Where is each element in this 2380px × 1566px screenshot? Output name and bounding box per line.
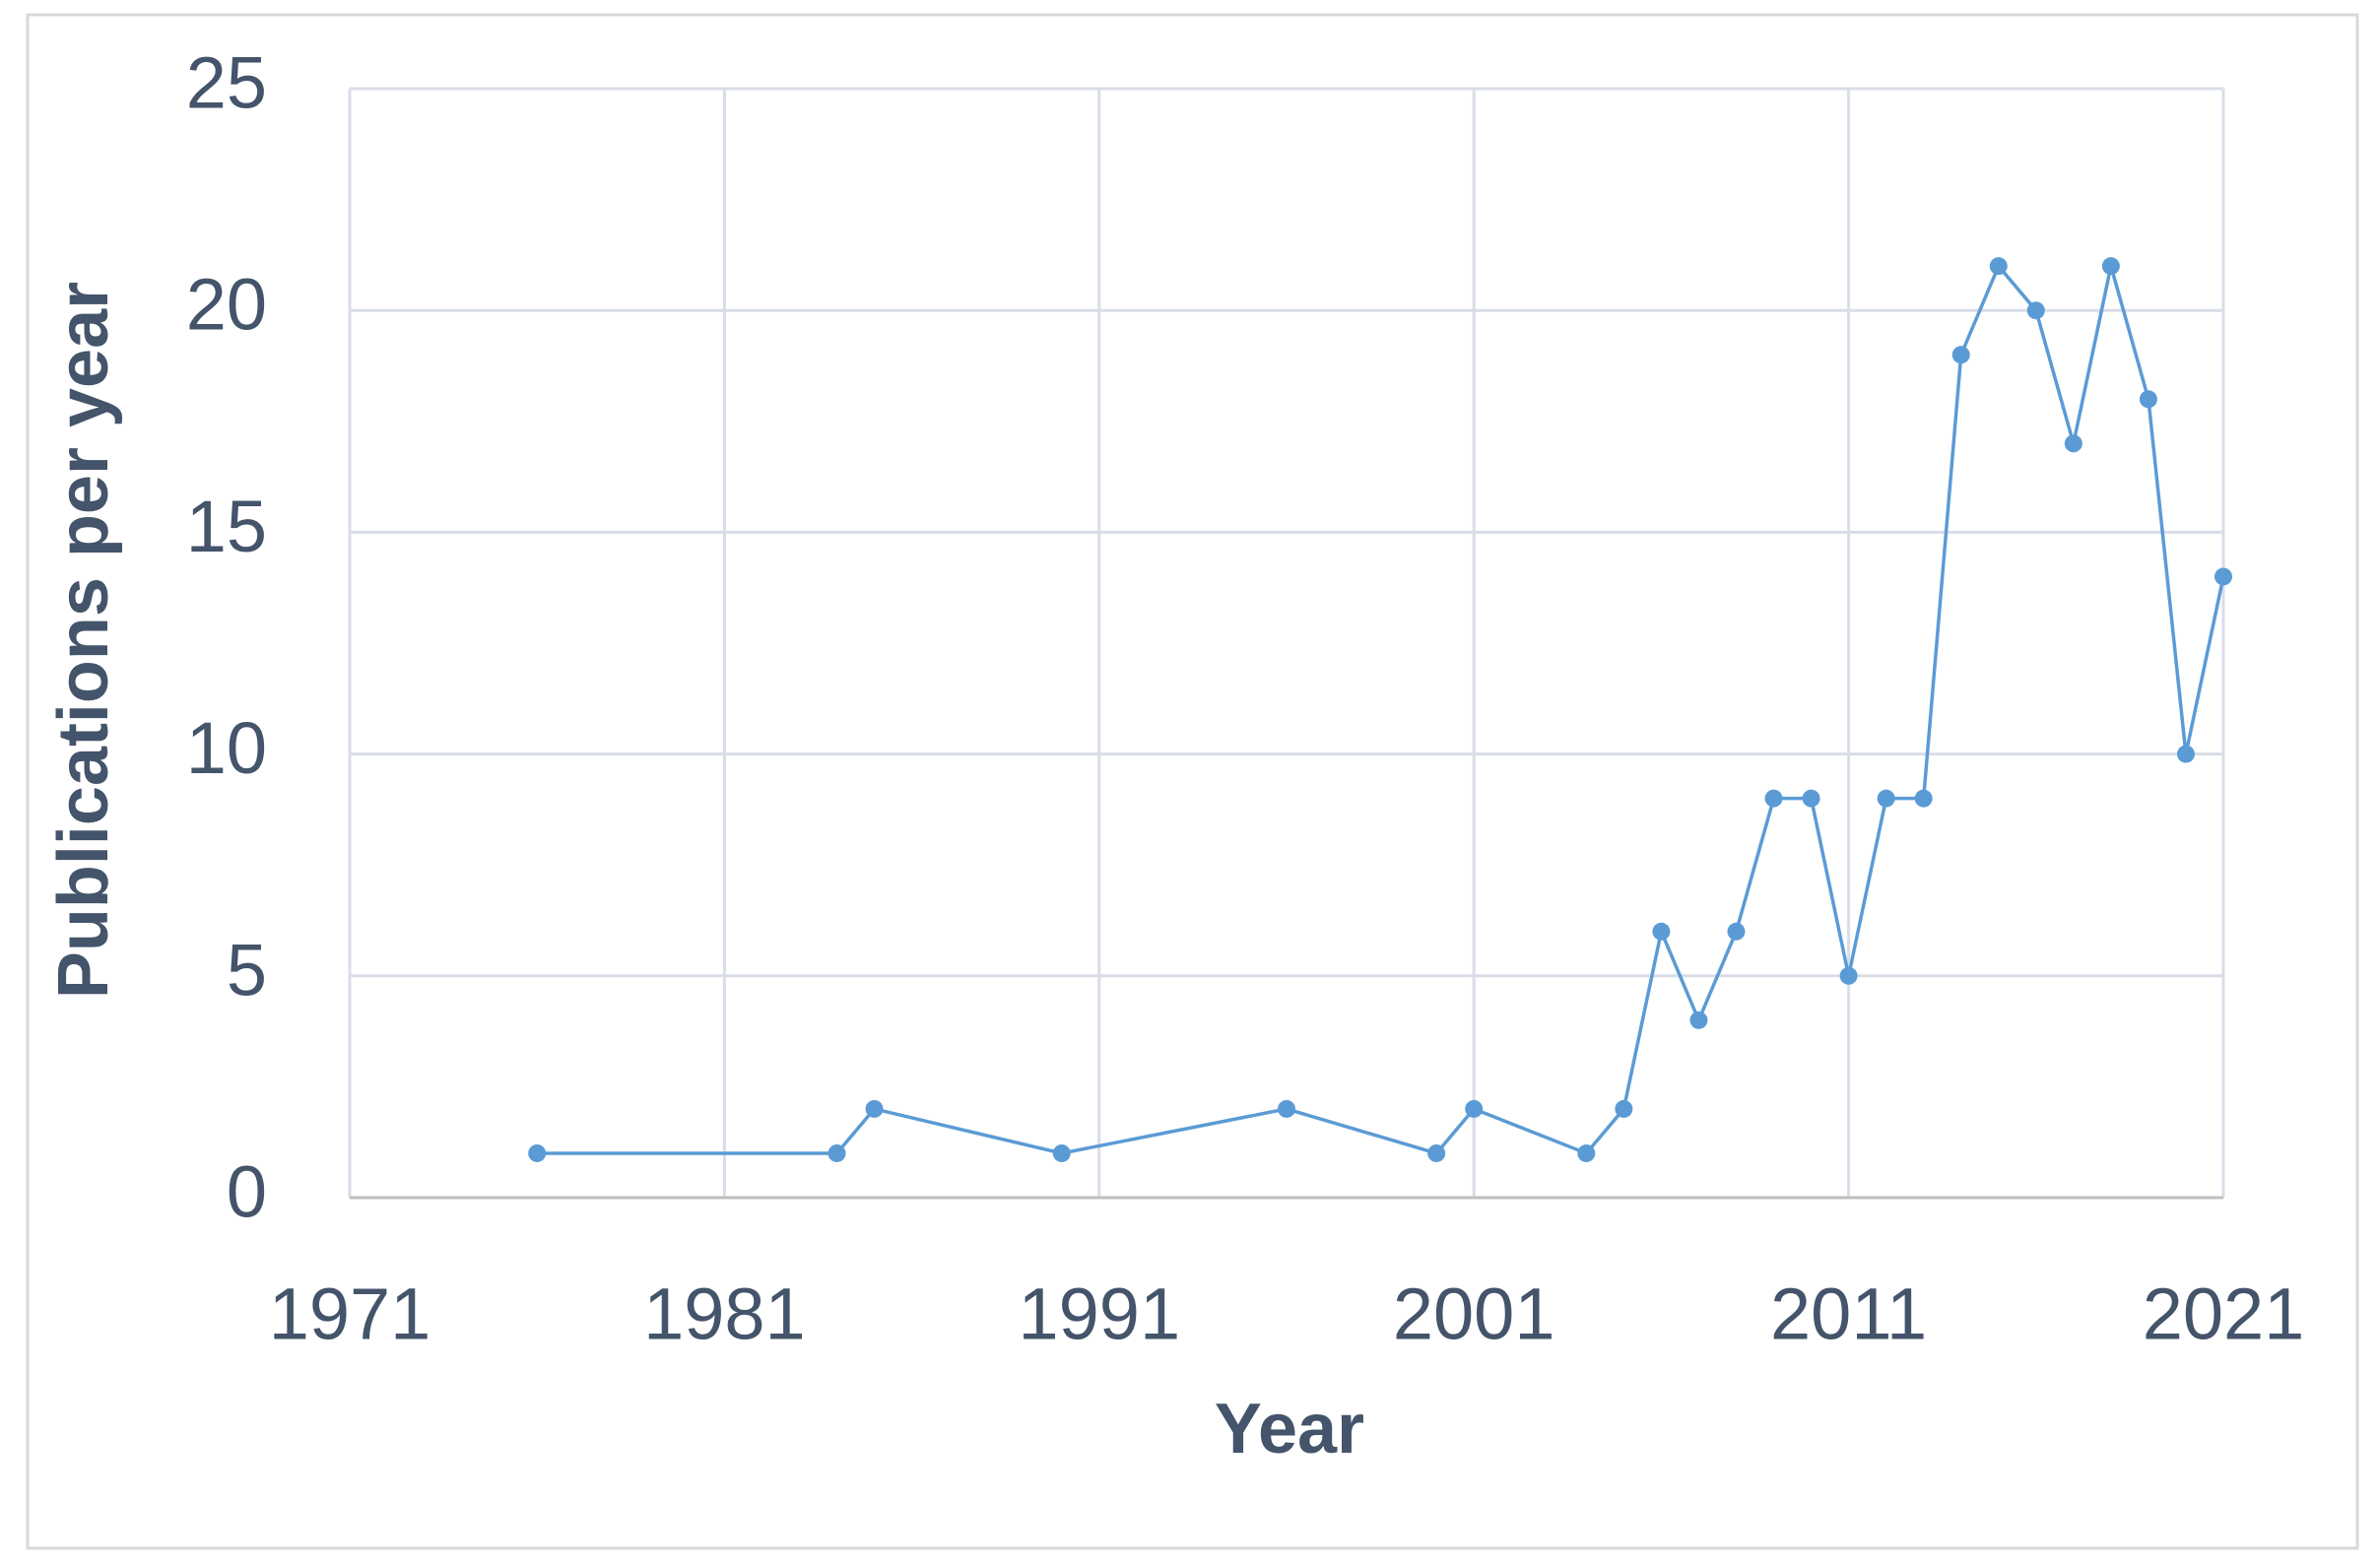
data-point bbox=[1577, 1143, 1596, 1162]
y-tick-label: 0 bbox=[227, 1151, 267, 1233]
data-point bbox=[2064, 434, 2082, 453]
x-tick-label: 1971 bbox=[269, 1273, 431, 1355]
x-tick-label: 2021 bbox=[2143, 1273, 2305, 1355]
data-point bbox=[2026, 301, 2045, 320]
data-point bbox=[1615, 1099, 1633, 1118]
data-point bbox=[1989, 257, 2008, 276]
data-point bbox=[2139, 390, 2157, 409]
x-tick-label: 2001 bbox=[1393, 1273, 1555, 1355]
y-tick-label: 25 bbox=[186, 42, 267, 124]
x-tick-label: 1981 bbox=[643, 1273, 806, 1355]
data-point bbox=[1802, 789, 1820, 808]
y-tick-label: 15 bbox=[186, 486, 267, 567]
data-point bbox=[2101, 257, 2120, 276]
x-tick-label: 1991 bbox=[1018, 1273, 1180, 1355]
data-point bbox=[2176, 745, 2195, 763]
x-axis-title: Year bbox=[1215, 1390, 1364, 1468]
y-axis-title: Publications per year bbox=[44, 282, 123, 999]
y-tick-label: 5 bbox=[227, 929, 267, 1011]
data-point bbox=[1914, 789, 1933, 808]
data-point bbox=[1727, 922, 1746, 941]
data-point bbox=[1689, 1011, 1708, 1029]
x-tick-label: 2011 bbox=[1770, 1273, 1927, 1355]
data-point bbox=[1427, 1143, 1446, 1162]
data-point bbox=[827, 1143, 846, 1162]
data-point bbox=[1951, 346, 1970, 364]
data-point bbox=[1652, 922, 1671, 941]
data-line bbox=[537, 262, 2225, 1156]
data-point bbox=[1764, 789, 1783, 808]
data-point bbox=[1877, 789, 1895, 808]
data-point bbox=[2215, 567, 2232, 586]
chart-border bbox=[26, 13, 2359, 1550]
data-point bbox=[1465, 1099, 1484, 1118]
data-point bbox=[865, 1099, 884, 1118]
data-point bbox=[528, 1143, 547, 1162]
data-point bbox=[1278, 1099, 1295, 1118]
y-tick-label: 10 bbox=[186, 707, 267, 789]
y-tick-label: 20 bbox=[186, 264, 267, 346]
data-point bbox=[1839, 966, 1858, 985]
data-point bbox=[1052, 1143, 1071, 1162]
